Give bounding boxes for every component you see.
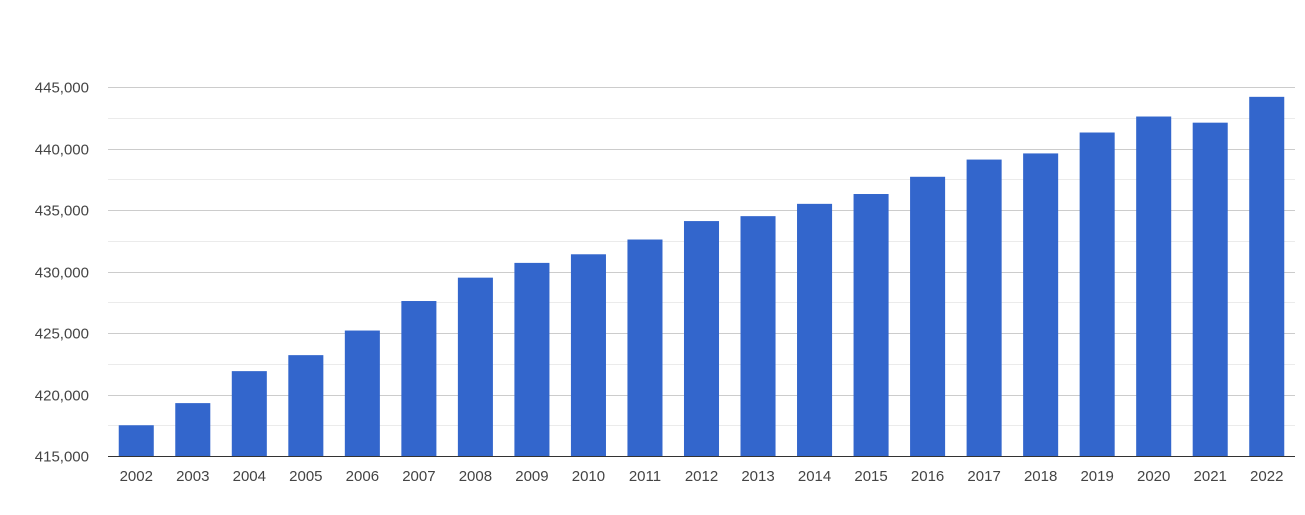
x-tick-label: 2005 — [289, 468, 322, 485]
y-tick-label: 435,000 — [35, 203, 89, 220]
x-tick-label: 2009 — [515, 468, 548, 485]
bar-2010 — [570, 254, 606, 456]
y-tick-labels: 415,000 420,000 425,000 430,000 435,000 440,0… — [35, 80, 89, 466]
bar-2008 — [457, 277, 493, 456]
bars-layer — [118, 96, 1285, 457]
x-tick-label: 2021 — [1194, 468, 1227, 485]
bar-2018 — [1023, 153, 1059, 457]
x-tick-label: 2011 — [629, 468, 661, 485]
bar-2005 — [288, 355, 324, 456]
y-tick-label: 415,000 — [35, 449, 89, 466]
x-tick-label: 2012 — [685, 468, 718, 485]
x-tick-label: 2013 — [741, 468, 774, 485]
bar-2007 — [401, 301, 437, 456]
bar-2019 — [1079, 132, 1115, 456]
bar-2016 — [910, 176, 946, 457]
x-tick-label: 2006 — [346, 468, 379, 485]
bar-2014 — [797, 203, 833, 456]
bar-2009 — [514, 262, 550, 456]
x-tick-label: 2019 — [1080, 468, 1113, 485]
bar-2006 — [344, 330, 380, 456]
x-tick-label: 2018 — [1024, 468, 1057, 485]
x-tick-label: 2003 — [176, 468, 209, 485]
x-tick-label: 2020 — [1137, 468, 1170, 485]
bar-2003 — [175, 403, 211, 456]
y-tick-label: 430,000 — [35, 265, 89, 282]
x-tick-label: 2014 — [798, 468, 831, 485]
x-tick-label: 2016 — [911, 468, 944, 485]
bar-2004 — [231, 371, 267, 456]
bar-2012 — [683, 221, 720, 456]
y-tick-label: 420,000 — [35, 388, 89, 405]
y-tick-label: 440,000 — [35, 142, 89, 159]
x-tick-label: 2004 — [233, 468, 266, 485]
bar-2021 — [1192, 122, 1228, 457]
x-tick-label: 2010 — [572, 468, 605, 485]
y-tick-label: 445,000 — [35, 80, 89, 97]
x-tick-label: 2017 — [967, 468, 1000, 485]
x-tick-labels: 2002 2003 2004 2005 2006 2007 2008 2009 2010 2011… — [120, 468, 1284, 485]
x-tick-label: 2015 — [854, 468, 887, 485]
bar-2011 — [627, 239, 663, 456]
bar-2002 — [118, 425, 154, 456]
x-tick-label: 2002 — [120, 468, 153, 485]
x-tick-label: 2022 — [1250, 468, 1283, 485]
y-tick-label: 425,000 — [35, 326, 89, 343]
bar-2022 — [1249, 96, 1285, 456]
bar-2017 — [966, 159, 1002, 456]
bar-2020 — [1136, 116, 1172, 457]
x-tick-label: 2008 — [459, 468, 492, 485]
bar-2013 — [740, 216, 776, 456]
x-tick-label: 2007 — [402, 468, 435, 485]
bar-2015 — [853, 194, 889, 456]
